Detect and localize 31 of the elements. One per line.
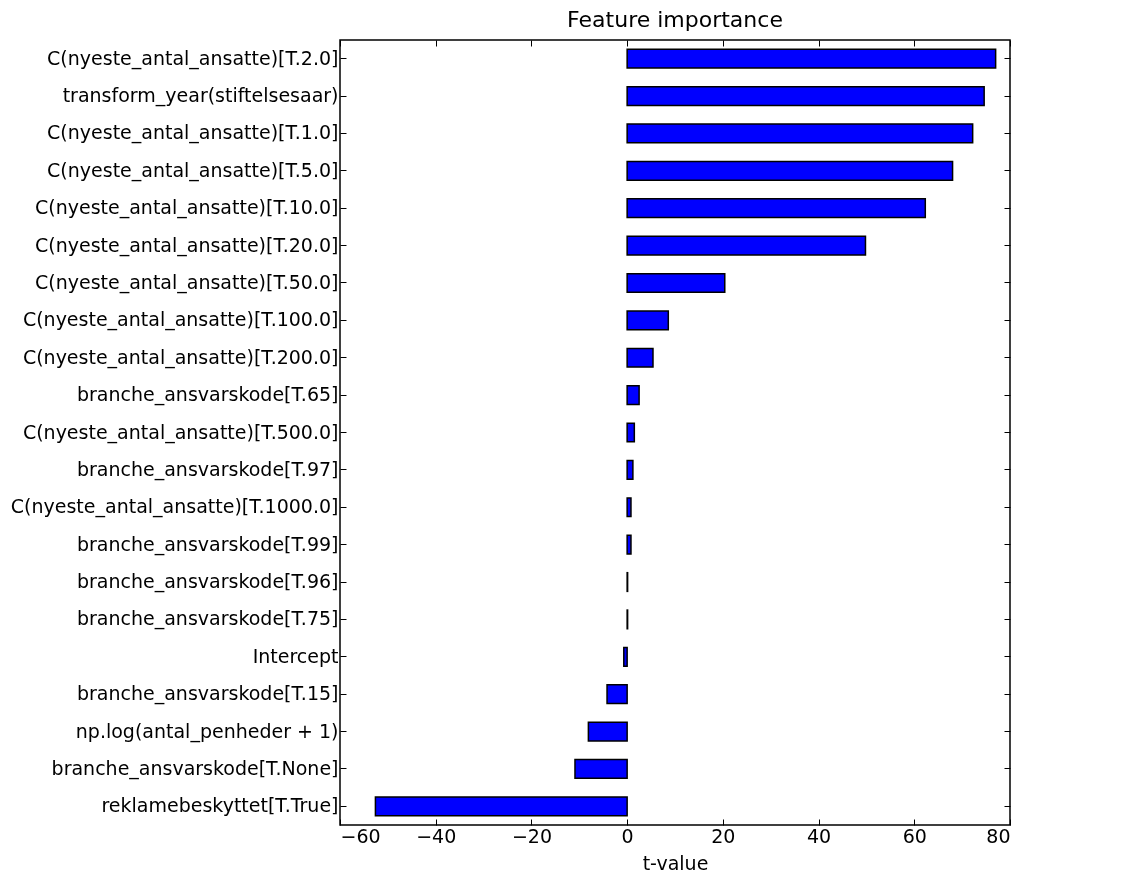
- y-tick-label: branche_ansvarskode[T.15]: [76, 682, 339, 706]
- y-tick-label: branche_ansvarskode[T.96]: [76, 570, 339, 594]
- y-tick-label: branche_ansvarskode[T.None]: [51, 756, 339, 780]
- x-tick-label: 0: [621, 824, 634, 847]
- y-tick-label: reklamebeskyttet[T.True]: [101, 794, 339, 817]
- y-tick-label: C(nyeste_antal_ansatte)[T.500.0]: [22, 420, 339, 444]
- y-tick-label: branche_ansvarskode[T.99]: [76, 532, 339, 556]
- x-tick-label: 40: [806, 824, 832, 847]
- x-tick-label: 20: [711, 824, 736, 847]
- y-tick-label: branche_ansvarskode[T.75]: [76, 607, 339, 631]
- y-tick-label: branche_ansvarskode[T.97]: [76, 457, 339, 481]
- y-tick-label: C(nyeste_antal_ansatte)[T.2.0]: [47, 46, 339, 70]
- x-tick-label: −20: [511, 824, 552, 847]
- x-axis-title: t-value: [642, 851, 709, 874]
- x-tick-label: 60: [902, 824, 927, 847]
- y-tick-label: C(nyeste_antal_ansatte)[T.20.0]: [35, 233, 339, 257]
- y-tick-label: branche_ansvarskode[T.65]: [76, 383, 339, 407]
- y-tick-label: C(nyeste_antal_ansatte)[T.5.0]: [47, 158, 339, 182]
- chart-title: Feature importance: [567, 6, 783, 32]
- y-tick-label: C(nyeste_antal_ansatte)[T.50.0]: [35, 270, 339, 294]
- x-tick-label: −60: [340, 824, 381, 847]
- x-tick-label: 80: [986, 824, 1011, 847]
- y-tick-label: np.log(antal_penheder + 1): [75, 719, 339, 743]
- y-tick-label: C(nyeste_antal_ansatte)[T.10.0]: [35, 196, 339, 220]
- y-tick-label: C(nyeste_antal_ansatte)[T.1000.0]: [10, 495, 339, 519]
- y-tick-label: transform_year(stiftelsesaar): [62, 84, 339, 108]
- y-tick-label: C(nyeste_antal_ansatte)[T.100.0]: [22, 308, 339, 332]
- x-tick-label: −40: [416, 824, 457, 847]
- y-tick-label: C(nyeste_antal_ansatte)[T.1.0]: [47, 121, 339, 145]
- y-tick-label: Intercept: [252, 644, 339, 667]
- y-tick-label: C(nyeste_antal_ansatte)[T.200.0]: [22, 345, 339, 369]
